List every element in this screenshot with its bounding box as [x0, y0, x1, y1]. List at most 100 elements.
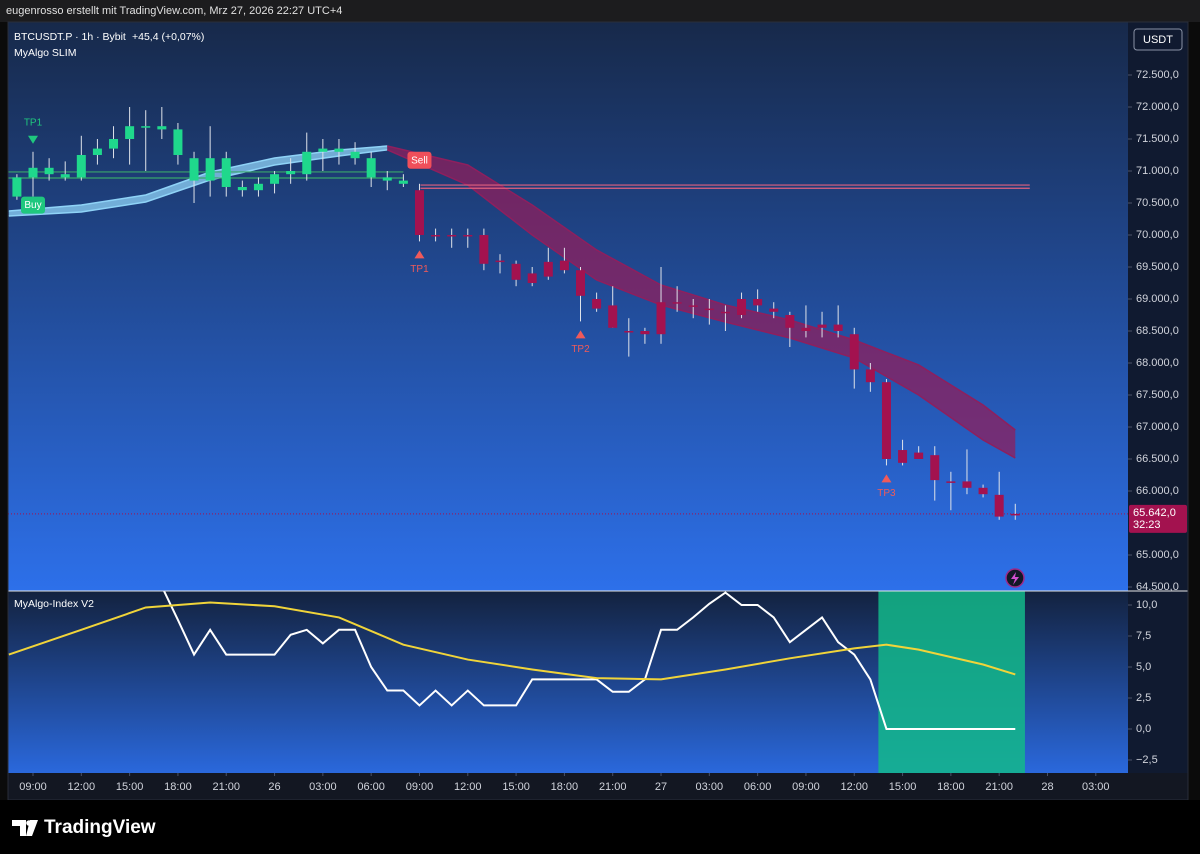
x-tick-label: 18:00	[551, 781, 579, 793]
candle-body	[962, 481, 972, 488]
y-tick-label: 7,5	[1136, 630, 1151, 642]
candle-body	[914, 452, 924, 459]
candle-body	[253, 183, 263, 191]
signal-label: TP3	[877, 488, 896, 499]
y-tick-label: 64.500,0	[1136, 581, 1179, 593]
x-tick-label: 03:00	[309, 781, 337, 793]
candle-body	[318, 148, 328, 152]
candle-body	[946, 481, 956, 483]
signal-box	[407, 151, 432, 169]
candle-body	[833, 324, 843, 331]
signal-label: TP1	[24, 117, 43, 128]
candle-body	[543, 261, 553, 277]
candle-body	[511, 263, 521, 280]
signal-marker	[575, 330, 586, 339]
candle-body	[881, 382, 891, 459]
candle-body	[414, 190, 424, 235]
candle-body	[527, 273, 537, 283]
signal-box	[21, 196, 46, 214]
x-tick-label: 15:00	[116, 781, 144, 793]
candle-body	[704, 308, 714, 311]
x-tick-label: 06:00	[744, 781, 772, 793]
x-tick-label: 15:00	[889, 781, 917, 793]
candle-body	[431, 234, 441, 237]
legend-change: +45,4 (+0,07%)	[132, 31, 204, 43]
logo-dot	[26, 820, 32, 826]
signal-label: Buy	[24, 200, 41, 211]
candle-body	[382, 177, 392, 181]
footer	[0, 800, 1200, 854]
signal-marker	[881, 474, 892, 483]
candle-body	[12, 177, 22, 197]
candle-body	[1010, 513, 1020, 516]
header-bar	[0, 0, 1200, 22]
header-text: eugenrosso erstellt mit TradingView.com,…	[6, 5, 342, 17]
candle-body	[624, 330, 634, 333]
y-tick-label: 0,0	[1136, 723, 1151, 735]
x-tick-label: 27	[655, 781, 667, 793]
candle-body	[366, 158, 376, 178]
candle-body	[173, 129, 183, 155]
candle-body	[720, 311, 730, 314]
y-tick-label: 66.500,0	[1136, 453, 1179, 465]
y-tick-label: 72.500,0	[1136, 69, 1179, 81]
currency[interactable]: USDT	[1143, 34, 1173, 46]
candle-body	[302, 151, 312, 175]
y-tick-label: 2,5	[1136, 692, 1151, 704]
candle-body	[898, 450, 908, 463]
candle-body	[141, 126, 151, 128]
signal-label: Sell	[411, 155, 428, 166]
axes: 72.500,0 72.000,0 71.500,0 71.000,0 70.500,0…	[14, 69, 1187, 793]
signal-label: TP2	[571, 344, 590, 355]
y-tick-label: 72.000,0	[1136, 101, 1179, 113]
candle-body	[688, 305, 698, 307]
candle-body	[640, 330, 650, 335]
x-tick-label: 03:00	[1082, 781, 1110, 793]
y-tick-label: 70.500,0	[1136, 197, 1179, 209]
candle-body	[76, 154, 86, 178]
band-fill	[8, 146, 388, 216]
candle-body	[801, 327, 811, 331]
candle-body	[334, 148, 344, 152]
candle-body	[817, 324, 827, 328]
x-tick-label: 09:00	[406, 781, 434, 793]
signal-marker	[28, 135, 39, 144]
x-tick-label: 15:00	[502, 781, 530, 793]
x-tick-label: 18:00	[937, 781, 965, 793]
candle-body	[189, 158, 199, 181]
candle-body	[753, 298, 763, 306]
candle-body	[44, 167, 54, 175]
x-tick-label: 26	[268, 781, 280, 793]
signal-marker	[414, 250, 425, 259]
candle-body	[28, 167, 38, 178]
y-tick-label: 70.000,0	[1136, 229, 1179, 241]
candle-body	[737, 298, 747, 315]
candle-body	[286, 170, 296, 175]
currency-box[interactable]	[1133, 28, 1183, 51]
candle-body	[576, 270, 586, 296]
band-edge	[387, 145, 1016, 431]
candle-body	[495, 260, 505, 263]
price-pane	[8, 22, 1128, 591]
candle-body	[447, 234, 457, 237]
candle-body	[92, 148, 102, 155]
y-tick-label: 67.500,0	[1136, 389, 1179, 401]
candle-body	[849, 334, 859, 370]
candle-body	[157, 126, 167, 130]
candle-body	[769, 308, 779, 312]
candle-body	[672, 302, 682, 304]
price-axis	[1128, 22, 1188, 773]
x-tick-label: 12:00	[454, 781, 482, 793]
candle-body	[221, 158, 231, 187]
x-tick-label: 03:00	[696, 781, 724, 793]
y-tick-label: 71.500,0	[1136, 133, 1179, 145]
index-plot	[8, 591, 1025, 773]
y-tick-label: 65.000,0	[1136, 549, 1179, 561]
candle-body	[785, 314, 795, 328]
candle-body	[237, 186, 247, 191]
y-tick-label: 66.000,0	[1136, 485, 1179, 497]
footer-logo: TradingView	[44, 817, 156, 838]
candle-body	[205, 158, 215, 181]
x-tick-label: 06:00	[357, 781, 385, 793]
